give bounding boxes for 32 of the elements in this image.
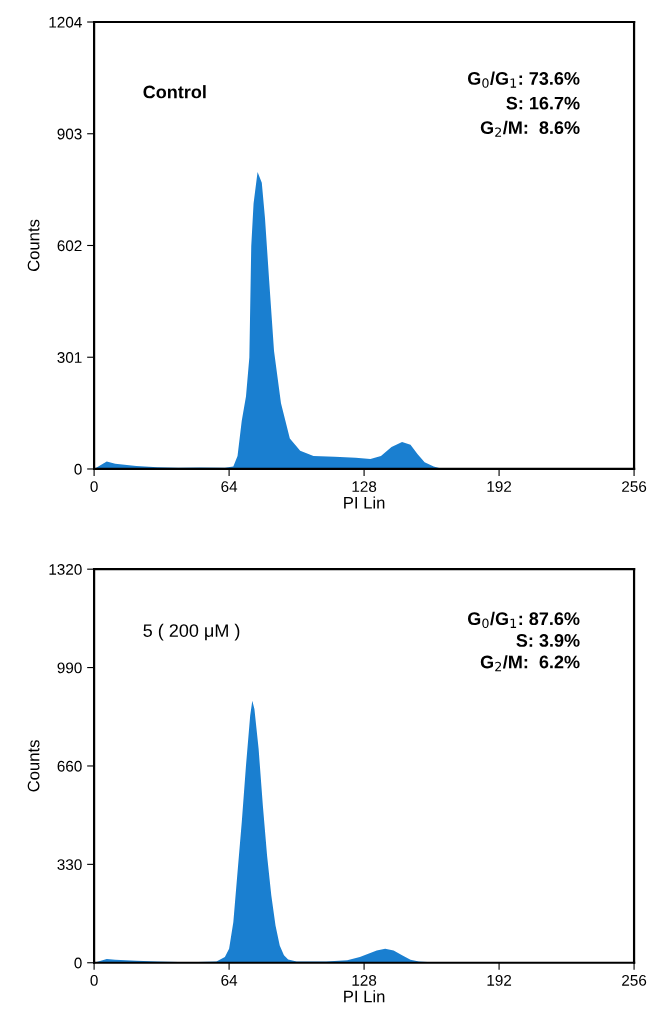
annotation: G$_{2}$/M: 8.6% [480, 120, 580, 137]
y-axis-title: Counts [27, 740, 40, 792]
annotation: Control [143, 85, 206, 99]
y-tick-label: 990 [57, 662, 82, 674]
annotation: S: 3.9% [516, 634, 580, 647]
x-tick-label: 128 [352, 481, 377, 493]
annotation: G$_{0}$/G$_{1}$: 73.6% [467, 71, 580, 88]
x-tick-label: 128 [352, 974, 377, 986]
y-tick-label: 301 [57, 352, 82, 363]
annotation: S: 16.7% [506, 96, 580, 110]
x-tick-label: 64 [221, 481, 238, 493]
y-tick-label: 330 [57, 859, 82, 871]
x-axis-title: PI Lin [344, 496, 385, 509]
x-axis-title: PI Lin [344, 990, 385, 1003]
x-tick-label: 256 [622, 481, 647, 493]
annotation: 5 ( 200 μM ) [143, 623, 240, 641]
y-tick-label: 0 [74, 957, 82, 969]
y-axis-title: Counts [27, 219, 40, 272]
x-tick-label: 0 [90, 974, 98, 986]
y-tick-label: 1204 [49, 16, 82, 28]
y-tick-label: 660 [57, 760, 82, 772]
x-tick-label: 192 [487, 481, 512, 493]
y-tick-label: 602 [57, 240, 82, 252]
annotation: G$_{0}$/G$_{1}$: 87.6% [467, 611, 580, 629]
y-tick-label: 903 [57, 128, 82, 140]
annotation: G$_{2}$/M: 6.2% [480, 655, 580, 672]
x-tick-label: 192 [487, 974, 512, 986]
y-tick-label: 0 [74, 463, 82, 475]
y-tick-label: 1320 [49, 564, 82, 575]
x-tick-label: 64 [221, 974, 238, 986]
x-tick-label: 256 [622, 974, 647, 986]
x-tick-label: 0 [90, 481, 98, 493]
